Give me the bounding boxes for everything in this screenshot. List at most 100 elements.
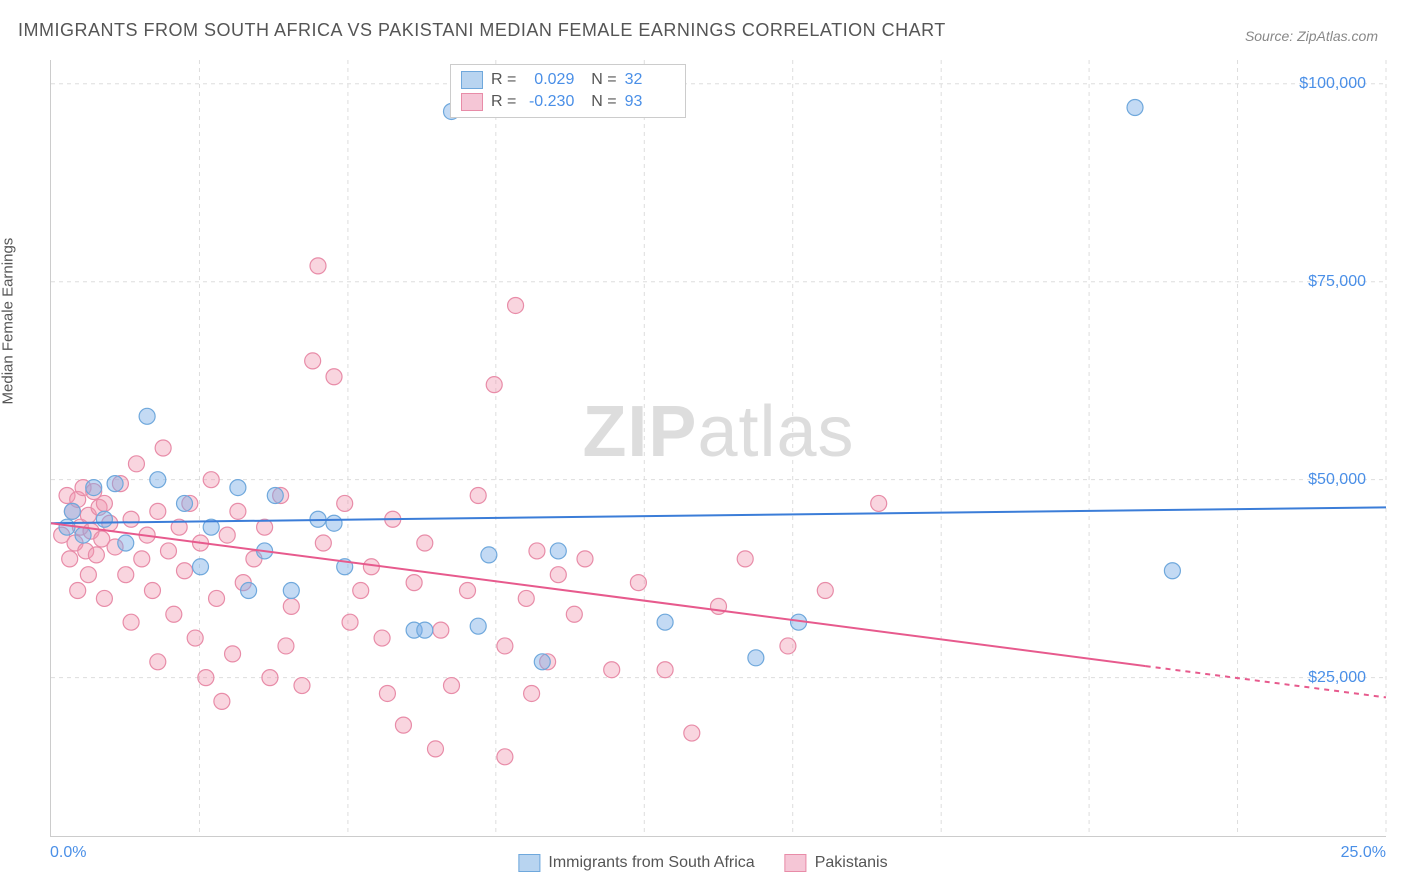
scatter-point xyxy=(187,630,203,646)
legend-correlation-row: R = -0.230 N = 93 xyxy=(461,91,675,113)
scatter-point xyxy=(444,678,460,694)
scatter-point xyxy=(524,685,540,701)
trend-line xyxy=(51,507,1386,523)
scatter-point xyxy=(230,480,246,496)
legend-r-label: R = xyxy=(491,93,516,111)
scatter-point xyxy=(267,488,283,504)
scatter-point xyxy=(88,547,104,563)
scatter-point xyxy=(198,670,214,686)
scatter-point xyxy=(871,495,887,511)
scatter-point xyxy=(780,638,796,654)
legend-series: Immigrants from South Africa Pakistanis xyxy=(518,854,887,872)
scatter-point xyxy=(486,377,502,393)
scatter-point xyxy=(470,618,486,634)
scatter-point xyxy=(150,503,166,519)
scatter-point xyxy=(225,646,241,662)
scatter-point xyxy=(80,567,96,583)
scatter-point xyxy=(363,559,379,575)
scatter-point xyxy=(150,472,166,488)
x-tick-min: 0.0% xyxy=(50,844,86,862)
scatter-point xyxy=(353,583,369,599)
scatter-point xyxy=(128,456,144,472)
scatter-point xyxy=(529,543,545,559)
scatter-point xyxy=(748,650,764,666)
scatter-point xyxy=(62,551,78,567)
chart-container: IMMIGRANTS FROM SOUTH AFRICA VS PAKISTAN… xyxy=(0,0,1406,892)
legend-n-value: 93 xyxy=(625,93,675,111)
scatter-point xyxy=(241,583,257,599)
scatter-point xyxy=(310,258,326,274)
source-attribution: Source: ZipAtlas.com xyxy=(1245,28,1378,44)
legend-r-value: -0.230 xyxy=(524,93,574,111)
scatter-point xyxy=(326,515,342,531)
scatter-point xyxy=(283,598,299,614)
scatter-point xyxy=(427,741,443,757)
scatter-point xyxy=(550,543,566,559)
legend-r-value: 0.029 xyxy=(524,71,574,89)
legend-n-value: 32 xyxy=(625,71,675,89)
scatter-point xyxy=(684,725,700,741)
scatter-point xyxy=(134,551,150,567)
x-tick-max: 25.0% xyxy=(1341,844,1386,862)
scatter-point xyxy=(630,575,646,591)
scatter-point xyxy=(337,495,353,511)
scatter-point xyxy=(118,535,134,551)
scatter-point xyxy=(193,559,209,575)
scatter-point xyxy=(294,678,310,694)
scatter-point xyxy=(315,535,331,551)
y-tick-label: $100,000 xyxy=(1299,75,1366,93)
scatter-point xyxy=(96,511,112,527)
scatter-point xyxy=(64,503,80,519)
legend-correlation-row: R = 0.029 N = 32 xyxy=(461,69,675,91)
scatter-point xyxy=(278,638,294,654)
scatter-point xyxy=(657,662,673,678)
scatter-point xyxy=(86,480,102,496)
scatter-point xyxy=(604,662,620,678)
scatter-point xyxy=(566,606,582,622)
legend-swatch xyxy=(461,71,483,89)
scatter-point xyxy=(417,622,433,638)
scatter-point xyxy=(203,472,219,488)
scatter-point xyxy=(497,749,513,765)
scatter-point xyxy=(219,527,235,543)
scatter-point xyxy=(177,563,193,579)
scatter-point xyxy=(342,614,358,630)
scatter-point xyxy=(395,717,411,733)
scatter-point xyxy=(577,551,593,567)
scatter-point xyxy=(518,590,534,606)
scatter-point xyxy=(118,567,134,583)
scatter-point xyxy=(1164,563,1180,579)
legend-swatch xyxy=(461,93,483,111)
scatter-point xyxy=(283,583,299,599)
chart-title: IMMIGRANTS FROM SOUTH AFRICA VS PAKISTAN… xyxy=(18,20,946,41)
legend-series-label: Immigrants from South Africa xyxy=(548,854,754,872)
scatter-point xyxy=(374,630,390,646)
scatter-point xyxy=(150,654,166,670)
scatter-point xyxy=(70,583,86,599)
scatter-point xyxy=(1127,100,1143,116)
plot-area: ZIPatlas $25,000$50,000$75,000$100,000 xyxy=(50,60,1386,837)
legend-series-item: Immigrants from South Africa xyxy=(518,854,754,872)
legend-swatch xyxy=(785,854,807,872)
scatter-point xyxy=(470,488,486,504)
y-tick-label: $25,000 xyxy=(1308,669,1366,687)
legend-r-label: R = xyxy=(491,71,516,89)
scatter-point xyxy=(107,476,123,492)
legend-swatch xyxy=(518,854,540,872)
scatter-point xyxy=(155,440,171,456)
y-axis-label: Median Female Earnings xyxy=(0,238,17,405)
scatter-point xyxy=(160,543,176,559)
legend-series-item: Pakistanis xyxy=(785,854,888,872)
chart-svg xyxy=(51,60,1386,836)
scatter-point xyxy=(166,606,182,622)
scatter-point xyxy=(144,583,160,599)
scatter-point xyxy=(379,685,395,701)
scatter-point xyxy=(497,638,513,654)
scatter-point xyxy=(305,353,321,369)
scatter-point xyxy=(75,527,91,543)
scatter-point xyxy=(326,369,342,385)
scatter-point xyxy=(737,551,753,567)
y-tick-label: $50,000 xyxy=(1308,471,1366,489)
scatter-point xyxy=(460,583,476,599)
scatter-point xyxy=(406,575,422,591)
